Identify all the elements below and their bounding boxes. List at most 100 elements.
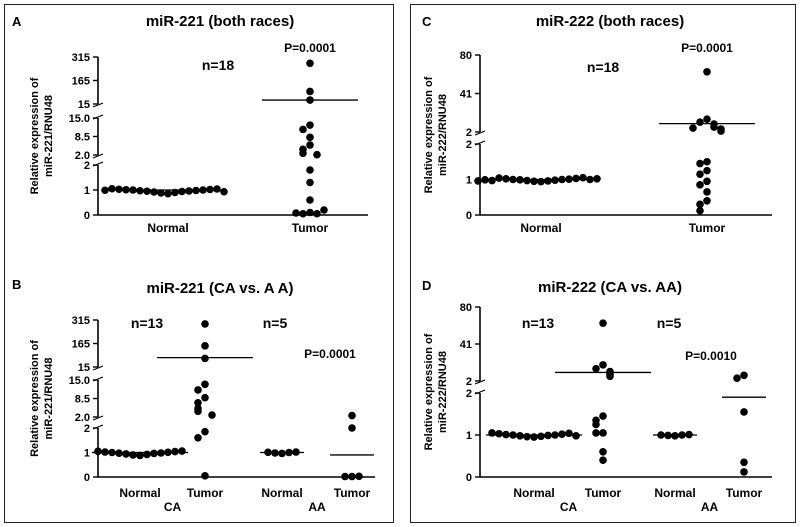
y-tick-label: 0 — [84, 472, 90, 484]
y-tick-label: 1 — [84, 448, 90, 460]
data-point — [733, 374, 741, 382]
y-tick-label: 15 — [78, 99, 90, 111]
data-point — [572, 432, 580, 440]
data-point — [171, 447, 179, 456]
data-point — [565, 175, 573, 183]
x-category-label: Normal — [513, 486, 554, 500]
data-point — [502, 174, 510, 183]
y-tick-label: 0 — [466, 210, 472, 222]
x-category-label: Normal — [119, 486, 160, 500]
data-point — [348, 472, 356, 481]
data-point — [206, 185, 214, 194]
data-point — [292, 448, 300, 456]
data-point — [108, 448, 116, 457]
y-tick-label: 80 — [460, 302, 472, 314]
p-value-label: P=0.0001 — [284, 41, 336, 55]
data-point — [108, 184, 116, 193]
data-point — [523, 432, 531, 441]
data-point — [201, 354, 209, 363]
y-tick-label: 8.5 — [75, 394, 90, 406]
data-point — [199, 186, 207, 194]
y-tick-label: 15.0 — [69, 375, 90, 387]
data-point — [689, 124, 697, 132]
data-point — [201, 320, 209, 328]
data-point — [201, 393, 209, 402]
data-point — [143, 450, 151, 459]
data-point — [551, 431, 559, 439]
y-tick-label: 2 — [466, 388, 472, 400]
data-point — [306, 166, 314, 174]
data-point — [171, 188, 179, 197]
x-category-label: Tumor — [726, 486, 763, 500]
sample-size-label: n=5 — [263, 315, 288, 331]
y-tick-label: 2 — [466, 376, 472, 388]
data-point — [264, 448, 272, 457]
data-point — [599, 448, 607, 456]
data-point — [558, 430, 566, 438]
axis-break-mark — [92, 376, 104, 382]
group-sublabel: AA — [701, 500, 719, 514]
data-point — [599, 361, 607, 369]
y-tick-label: 2 — [84, 160, 90, 172]
data-point — [213, 185, 221, 193]
data-point — [537, 432, 545, 441]
y-axis-label: miR-222/RNU48 — [437, 351, 449, 433]
axis-break-mark — [92, 365, 104, 371]
panel-letter: D — [422, 278, 431, 293]
data-point — [136, 451, 144, 460]
data-point — [306, 178, 314, 187]
data-point — [703, 166, 711, 175]
data-point — [740, 371, 748, 380]
data-point — [606, 372, 614, 381]
panel-title: miR-221 (both races) — [146, 13, 294, 30]
data-point — [220, 187, 228, 196]
data-point — [122, 185, 130, 194]
data-point — [592, 364, 600, 373]
data-point — [696, 200, 704, 209]
data-point — [516, 432, 524, 440]
x-category-label: Tumor — [689, 221, 726, 235]
y-tick-label: 165 — [72, 339, 90, 351]
data-point — [696, 118, 704, 126]
data-point — [201, 471, 209, 480]
data-point — [664, 431, 672, 440]
y-tick-label: 2 — [84, 423, 90, 435]
panel-title: miR-221 (CA vs. A A) — [147, 280, 294, 297]
data-point — [271, 449, 279, 457]
data-point — [572, 174, 580, 183]
data-point — [208, 411, 216, 419]
data-point — [306, 133, 314, 142]
data-point — [285, 448, 293, 457]
data-point — [678, 431, 686, 439]
p-value-label: P=0.0010 — [685, 349, 737, 363]
x-category-label: Normal — [261, 486, 302, 500]
panel-letter: A — [12, 14, 22, 29]
y-axis-label: miR-222/RNU48 — [437, 94, 449, 176]
y-axis-label: Relative expression of — [29, 77, 41, 194]
data-point — [94, 447, 102, 456]
data-point — [194, 434, 202, 442]
data-point — [586, 175, 594, 184]
data-point — [523, 176, 531, 185]
data-point — [599, 412, 607, 420]
data-point — [530, 433, 538, 441]
y-tick-label: 2.0 — [75, 150, 90, 162]
data-point — [509, 431, 517, 439]
data-point — [481, 176, 489, 184]
data-point — [592, 420, 600, 429]
axis-break-mark — [92, 161, 104, 167]
data-point — [201, 342, 209, 350]
group-sublabel: AA — [308, 500, 326, 514]
data-point — [565, 429, 573, 438]
data-point — [551, 176, 559, 185]
data-point — [313, 209, 321, 218]
data-point — [599, 319, 607, 327]
data-point — [657, 431, 665, 439]
sample-size-label: n=18 — [202, 57, 235, 73]
axis-break-mark — [474, 389, 486, 395]
data-point — [696, 181, 704, 189]
data-point — [488, 176, 496, 185]
data-point — [320, 206, 328, 214]
data-point — [685, 430, 693, 439]
